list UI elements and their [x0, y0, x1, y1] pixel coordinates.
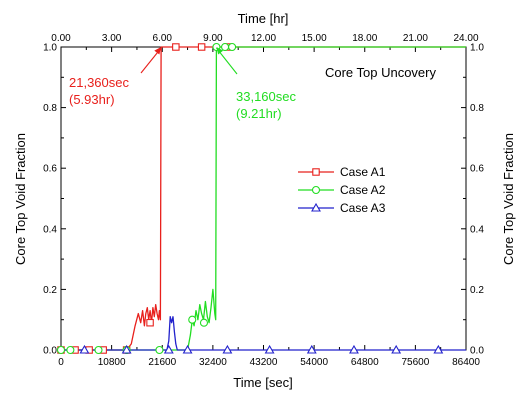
marker-case-a1 — [197, 43, 206, 51]
x2-tick-label: 9.00 — [203, 33, 223, 44]
legend-marker — [311, 185, 321, 195]
x-tick-label: 21600 — [148, 357, 176, 368]
legend-label: Case A1 — [340, 165, 386, 179]
annotation-text: 21,360sec — [69, 75, 129, 90]
marker-case-a2 — [199, 318, 209, 327]
marker-case-a3 — [79, 344, 90, 354]
marker-case-a2 — [56, 345, 66, 355]
legend-label: Case A2 — [340, 183, 386, 197]
ticks-layer: 0 0.00 10800 3.00 21600 6.00 32400 9.00 43200 12.… — [43, 33, 484, 368]
legend-label: Case A3 — [340, 201, 386, 215]
annotation-text: (9.21hr) — [236, 106, 282, 121]
marker-case-a3 — [163, 344, 174, 354]
x2-axis-label: Time [hr] — [238, 11, 289, 26]
x-tick-label: 43200 — [250, 357, 278, 368]
y-axis-label: Core Top Void Fraction — [13, 133, 28, 265]
series-line-case-a3 — [61, 316, 466, 351]
x-tick-label: 86400 — [452, 357, 480, 368]
marker-case-a2 — [155, 345, 164, 355]
marker-case-a3 — [121, 344, 132, 354]
marker-case-a3 — [391, 344, 402, 354]
y2-axis-label: Core Top Void Fraction — [501, 133, 516, 265]
marker-case-a2 — [228, 42, 237, 52]
marker-case-a2 — [94, 345, 103, 355]
x2-tick-label: 21.00 — [403, 33, 428, 44]
marker-case-a3 — [306, 344, 317, 354]
marker-case-a2 — [221, 42, 230, 52]
x2-tick-label: 24.00 — [453, 33, 478, 44]
series-line-case-a1 — [61, 46, 466, 351]
x-tick-label: 0 — [58, 357, 64, 368]
x-axis-label: Time [sec] — [233, 375, 292, 390]
y2-tick-label: 0.4 — [470, 224, 484, 235]
y2-tick-label: 0.6 — [470, 164, 484, 175]
annotation-arrowhead — [154, 47, 162, 55]
x2-tick-label: 18.00 — [352, 33, 377, 44]
marker-case-a1 — [146, 318, 154, 327]
marker-case-a2 — [188, 315, 197, 324]
y-tick-label: 0.2 — [43, 285, 57, 296]
annotations-layer: 21,360sec (5.93hr) 33,160sec (9.21hr) — [69, 47, 296, 121]
y-tick-label: 1.0 — [43, 43, 57, 54]
x2-tick-label: 0.00 — [51, 33, 71, 44]
legend: Case A1 Case A2 Case A3 — [298, 165, 386, 215]
legend-marker — [311, 202, 321, 212]
x-tick-label: 32400 — [199, 357, 227, 368]
marker-case-a3 — [264, 344, 275, 354]
y2-tick-label: 0.8 — [470, 103, 484, 114]
x2-tick-label: 12.00 — [251, 33, 276, 44]
x-tick-label: 10800 — [98, 357, 126, 368]
annotation-arrowhead — [216, 47, 224, 55]
marker-case-a1 — [172, 43, 180, 51]
y-tick-label: 0.8 — [43, 103, 57, 114]
marker-case-a3 — [222, 344, 233, 354]
x2-tick-label: 15.00 — [302, 33, 327, 44]
annotation-text: (5.93hr) — [69, 92, 115, 107]
x-tick-label: 64800 — [351, 357, 379, 368]
plot-frame — [60, 46, 467, 351]
marker-case-a3 — [433, 344, 444, 354]
x2-tick-label: 6.00 — [153, 33, 173, 44]
annotation-text: 33,160sec — [236, 89, 296, 104]
y2-tick-label: 0.0 — [470, 346, 484, 357]
y2-tick-label: 1.0 — [470, 43, 484, 54]
y2-tick-label: 0.2 — [470, 285, 484, 296]
legend-marker — [312, 168, 320, 176]
marker-case-a2 — [66, 345, 75, 355]
markers-layer — [56, 42, 444, 355]
x-tick-label: 54000 — [300, 357, 328, 368]
y-tick-label: 0.6 — [43, 164, 57, 175]
y-tick-label: 0.4 — [43, 224, 57, 235]
y-tick-label: 0.0 — [43, 346, 57, 357]
x-tick-label: 75600 — [401, 357, 429, 368]
marker-case-a3 — [182, 344, 193, 354]
marker-case-a3 — [349, 344, 359, 354]
x2-tick-label: 3.00 — [102, 33, 122, 44]
chart-title: Core Top Uncovery — [325, 65, 437, 80]
